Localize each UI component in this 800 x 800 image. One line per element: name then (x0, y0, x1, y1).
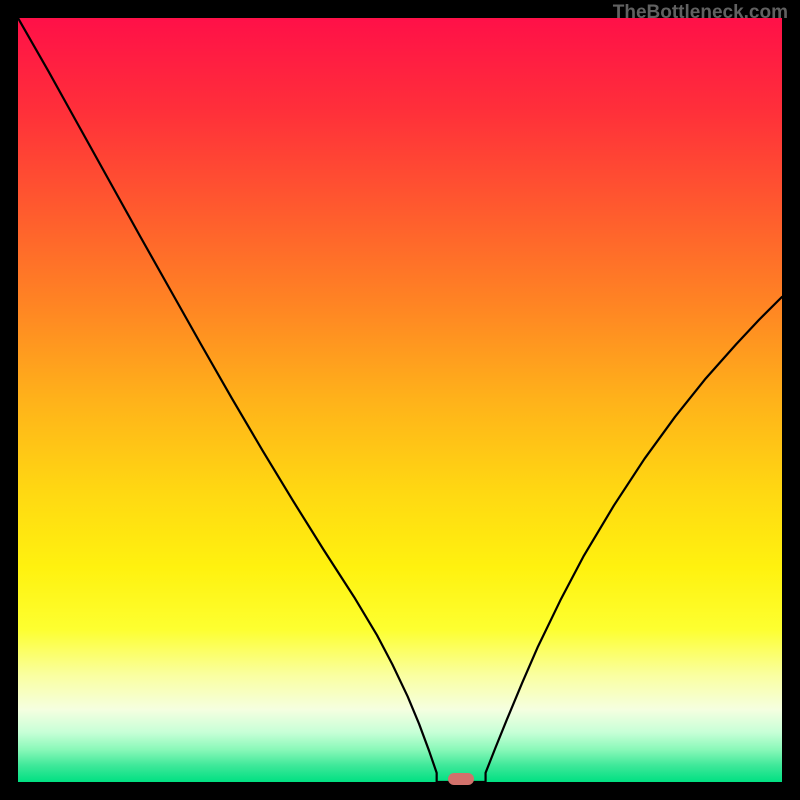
curve-path (18, 18, 782, 782)
watermark-label: TheBottleneck.com (613, 2, 788, 24)
chart-frame: TheBottleneck.com (0, 0, 800, 800)
bottleneck-curve (18, 18, 782, 782)
plot-area (18, 18, 782, 782)
optimum-marker (448, 773, 474, 785)
